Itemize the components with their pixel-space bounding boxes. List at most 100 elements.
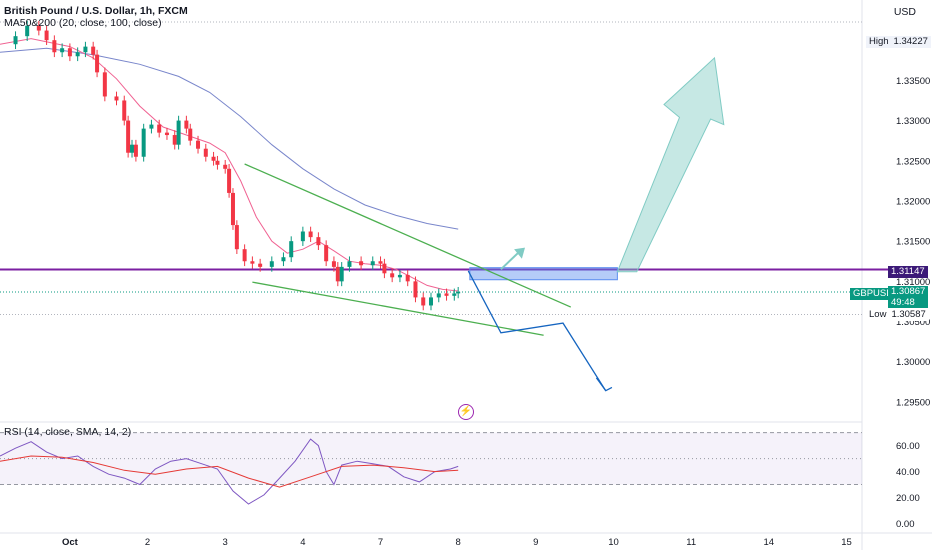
candle-body (452, 293, 457, 296)
small-up-arrowhead (514, 247, 525, 259)
time-tick-label: 3 (223, 537, 228, 548)
time-tick-label: 4 (300, 537, 305, 548)
candle-body (390, 273, 395, 278)
candle-body (308, 231, 313, 238)
rsi-tick-label: 60.00 (896, 441, 920, 452)
time-tick-label: 14 (764, 537, 775, 548)
candle-body (122, 100, 127, 121)
time-tick-label: 8 (456, 537, 461, 548)
ma-legend: MA50&200 (20, close, 100, close) (4, 17, 162, 29)
candle-body (184, 120, 189, 129)
candle-body (172, 135, 177, 145)
candle-body (60, 48, 65, 53)
high-tag: High 1.34227 (866, 36, 931, 48)
ma100-line (0, 47, 459, 230)
candle-body (102, 72, 107, 97)
time-tick-label: 10 (608, 537, 619, 548)
time-tick-label: 7 (378, 537, 383, 548)
candle-body (230, 192, 235, 226)
candle-body (215, 160, 220, 165)
candle-body (339, 266, 344, 282)
candle-body (331, 261, 336, 267)
ma20-line (0, 38, 459, 292)
candle-body (211, 156, 216, 161)
candle-body (269, 261, 274, 267)
high-label: High (869, 36, 889, 47)
candle-body (359, 261, 364, 266)
candle-body (91, 46, 96, 55)
candle-body (405, 274, 410, 282)
candle-body (130, 144, 135, 153)
candle-body (250, 261, 255, 264)
candle-body (397, 274, 402, 278)
candle-body (456, 291, 461, 294)
candle-body (75, 52, 80, 57)
candle-body (223, 164, 228, 169)
candle-body (203, 148, 208, 157)
last-price-tag: 1.30867 49:48 (888, 286, 929, 308)
price-tick-label: 1.30500 (896, 317, 930, 328)
candle-body (44, 30, 49, 41)
candle-body (370, 261, 375, 266)
time-tick-label: 15 (841, 537, 852, 548)
candle-body (164, 132, 169, 136)
candle-body (335, 266, 340, 282)
price-tick-label: 1.30000 (896, 357, 930, 368)
candle-body (188, 128, 193, 141)
candle-body (234, 225, 239, 250)
supply-zone (469, 267, 618, 281)
candle-body (289, 241, 294, 258)
candle-body (176, 120, 181, 145)
rsi-legend: RSI (14, close, SMA, 14, 2) (4, 426, 132, 438)
candle-body (196, 140, 201, 149)
time-tick-label: 9 (533, 537, 538, 548)
projection-path (467, 270, 607, 392)
rsi-band (0, 432, 862, 485)
time-tick-label: Oct (62, 537, 79, 548)
price-tick-label: 1.32500 (896, 156, 930, 167)
price-tick-label: 1.32000 (896, 197, 930, 208)
candle-body (300, 231, 305, 242)
candle-body (141, 128, 146, 157)
candle-body (382, 263, 387, 274)
lightning-icon[interactable]: ⚡ (458, 404, 474, 420)
candle-body (25, 25, 30, 37)
high-value: 1.34227 (893, 36, 928, 47)
price-tick-label: 1.29500 (896, 397, 930, 408)
large-up-arrow (616, 56, 725, 273)
candle-body (149, 124, 154, 129)
candle-body (258, 263, 263, 267)
rsi-tick-label: 0.00 (896, 519, 915, 530)
candle-body (13, 36, 18, 45)
candle-body (126, 120, 131, 153)
low-value: 1.30587 (891, 309, 926, 320)
rsi-tick-label: 40.00 (896, 467, 920, 478)
price-tick-label: 1.33500 (896, 76, 930, 87)
candle-body (36, 25, 41, 31)
candle-body (316, 237, 321, 246)
low-tag: Low 1.30587 (866, 309, 929, 321)
chart-title: British Pound / U.S. Dollar, 1h, FXCM (4, 5, 188, 17)
bar-countdown: 49:48 (891, 297, 915, 308)
candle-body (378, 261, 383, 264)
price-tick-label: 1.33000 (896, 116, 930, 127)
low-label: Low (869, 309, 887, 320)
candle-body (324, 245, 329, 262)
candle-body (421, 297, 426, 306)
candle-body (436, 293, 441, 298)
candle-body (133, 144, 138, 157)
candle-body (52, 40, 57, 53)
time-tick-label: 11 (686, 537, 696, 548)
candle-body (281, 257, 286, 262)
candle-body (347, 261, 352, 267)
time-tick-label: 2 (145, 537, 150, 548)
currency-label[interactable]: USD (893, 6, 916, 18)
price-tick-label: 1.31500 (896, 237, 930, 248)
candle-body (227, 168, 232, 193)
projection-arrowhead (595, 377, 613, 392)
candle-body (95, 54, 100, 73)
channel-lower-line (252, 281, 544, 336)
candle-body (67, 48, 72, 57)
candle-body (83, 46, 88, 53)
